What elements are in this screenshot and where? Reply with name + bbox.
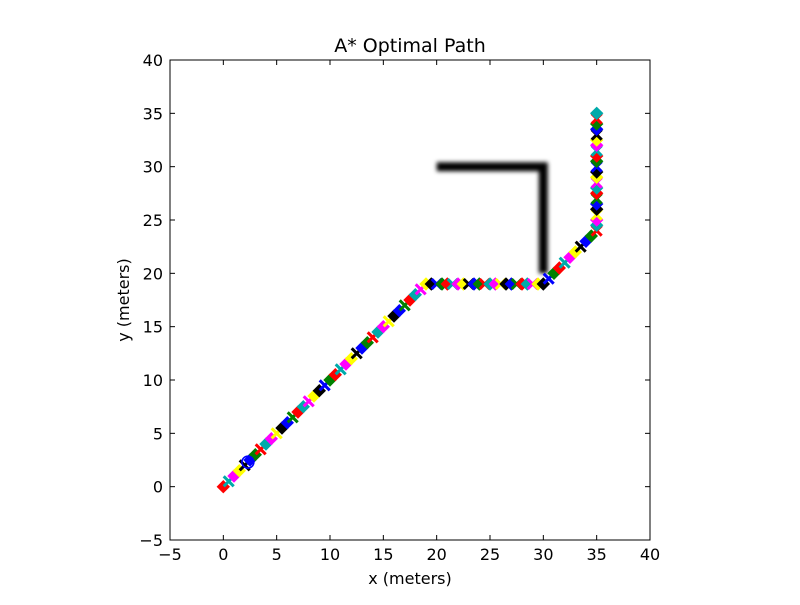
- x-tick-label: −5: [158, 545, 182, 564]
- x-axis-label: x (meters): [368, 569, 452, 588]
- x-tick-label: 5: [272, 545, 282, 564]
- y-tick-label: 5: [153, 424, 163, 443]
- y-tick-label: 10: [143, 371, 163, 390]
- obstacle-wall: [436, 162, 548, 274]
- y-tick-label: 30: [143, 158, 163, 177]
- x-tick-label: 10: [320, 545, 340, 564]
- x-tick-label: 20: [426, 545, 446, 564]
- y-tick-label: 20: [143, 264, 163, 283]
- y-tick-label: 0: [153, 478, 163, 497]
- ticks-layer: [169, 59, 651, 541]
- y-tick-label: 25: [143, 211, 163, 230]
- path-point: [589, 106, 604, 121]
- x-tick-label: 40: [640, 545, 660, 564]
- y-tick-label: −5: [139, 531, 163, 550]
- path-point-diamond: [589, 106, 604, 121]
- chart-title: A* Optimal Path: [334, 35, 486, 57]
- y-tick-label: 15: [143, 318, 163, 337]
- obstacle-layer: [436, 162, 548, 274]
- y-tick-label: 35: [143, 104, 163, 123]
- x-tick-labels: −5 0 5 10 15 20 25 30 35 40: [158, 545, 660, 564]
- start-layer: [241, 455, 255, 469]
- x-tick-label: 25: [480, 545, 500, 564]
- x-tick-label: 35: [586, 545, 606, 564]
- x-tick-label: 0: [218, 545, 228, 564]
- plot-frame: [169, 59, 651, 541]
- x-tick-label: 30: [533, 545, 553, 564]
- x-tick-label: 15: [373, 545, 393, 564]
- y-axis-label: y (meters): [114, 258, 133, 342]
- y-tick-labels: −5 0 5 10 15 20 25 30 35 40: [139, 51, 163, 550]
- start-marker: [241, 455, 255, 469]
- y-tick-label: 40: [143, 51, 163, 70]
